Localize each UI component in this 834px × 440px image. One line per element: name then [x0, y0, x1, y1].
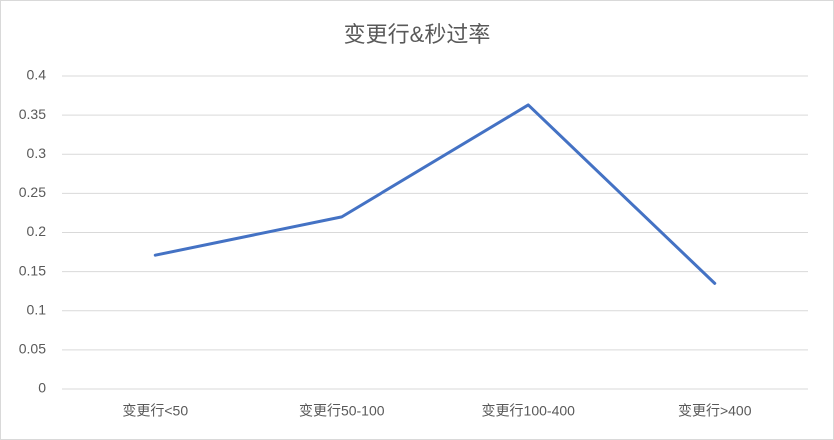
- y-tick-label: 0.1: [27, 301, 47, 317]
- y-tick-label: 0: [38, 380, 46, 396]
- y-tick-label: 0.4: [27, 67, 47, 83]
- y-tick-label: 0.2: [27, 223, 47, 239]
- x-tick-label: 变更行50-100: [299, 403, 385, 419]
- y-tick-label: 0.35: [19, 106, 46, 122]
- x-tick-label: 变更行<50: [122, 403, 188, 419]
- y-tick-label: 0.25: [19, 184, 46, 200]
- x-tick-label: 变更行100-400: [482, 403, 576, 419]
- y-tick-label: 0.05: [19, 341, 46, 357]
- data-line: [153, 103, 717, 285]
- y-tick-label: 0.3: [27, 145, 47, 161]
- chart-title: 变更行&秒过率: [344, 22, 491, 47]
- y-tick-label: 0.15: [19, 262, 46, 278]
- x-tick-label: 变更行>400: [678, 403, 752, 419]
